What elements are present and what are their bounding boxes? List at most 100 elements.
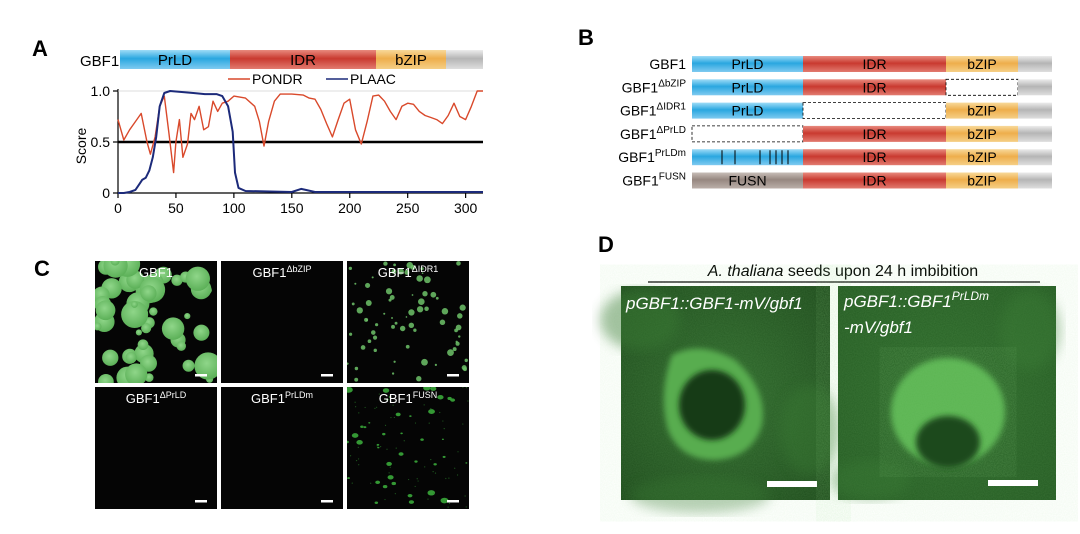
aggregate: [351, 482, 353, 484]
aggregate: [420, 438, 424, 441]
tile-label-name: GBF1: [251, 391, 285, 406]
aggregate: [462, 387, 464, 388]
droplet: [354, 282, 357, 285]
segment-label: PrLD: [732, 79, 764, 95]
segment-bzip: [946, 56, 1018, 72]
droplet: [408, 309, 415, 316]
aggregate: [398, 452, 404, 456]
segment-idr: [803, 56, 946, 72]
aggregate: [355, 459, 358, 462]
aggregate: [442, 420, 444, 422]
construct-name: GBF1: [620, 126, 657, 142]
aggregate: [448, 502, 451, 504]
aggregate: [351, 433, 359, 438]
construct-variant: PrLDm: [655, 148, 686, 159]
droplet: [455, 341, 460, 346]
segment-tail: [1018, 56, 1052, 72]
panel-d-header: A. thaliana seeds upon 24 h imbibition: [707, 263, 978, 280]
droplet: [95, 300, 116, 321]
aggregate: [354, 401, 356, 403]
aggregate: [432, 388, 434, 390]
aggregate: [355, 406, 357, 408]
droplet: [149, 307, 158, 316]
droplet: [95, 322, 102, 331]
x-tick-label: 50: [168, 200, 184, 216]
tile-label: GBF1ΔIDR1: [378, 264, 439, 280]
aggregate: [356, 440, 363, 445]
construct-name: GBF1: [622, 173, 659, 189]
aggregate: [382, 388, 390, 393]
aggregate: [400, 432, 403, 435]
droplet: [373, 348, 377, 353]
tile-label-variant: FUSN: [413, 390, 438, 400]
construct-label: GBF1FUSN: [622, 172, 686, 189]
droplet: [391, 269, 397, 275]
segment-prld: [692, 79, 803, 96]
domain-idr-label: IDR: [290, 52, 316, 69]
droplet: [98, 373, 114, 383]
chart-legend: PONDR PLAAC: [228, 71, 396, 87]
aggregate: [382, 432, 386, 436]
droplet: [393, 263, 396, 267]
droplet: [371, 276, 374, 279]
droplet: [356, 307, 363, 314]
scale-bar: [321, 500, 333, 503]
aggregate: [448, 477, 450, 479]
droplet: [416, 306, 424, 313]
aggregate: [378, 393, 380, 395]
aggregate: [358, 464, 360, 466]
aggregate: [385, 398, 389, 401]
droplet-image-tile: GBF1PrLDm: [221, 387, 343, 509]
panel-a-domain-bar: PrLD IDR bZIP: [120, 50, 483, 69]
aggregate: [395, 412, 401, 417]
tile-label-name: GBF1: [126, 391, 160, 406]
tile-background: [95, 387, 217, 509]
tile-label-name: GBF1: [253, 265, 287, 280]
construct-variant: ΔIDR1: [657, 102, 687, 113]
droplet: [416, 376, 422, 382]
aggregate: [464, 495, 466, 497]
tile-label-name: GBF1: [378, 265, 412, 280]
droplet: [176, 341, 186, 351]
construct-variant: FUSN: [659, 172, 686, 183]
construct-label: GBF1PrLDm: [618, 148, 686, 165]
tile-label-name: GBF1: [379, 391, 413, 406]
y-axis-label: Score: [73, 128, 89, 165]
aggregate: [414, 485, 416, 488]
droplet: [349, 332, 353, 336]
aggregate: [374, 407, 376, 409]
construct-name: GBF1: [618, 149, 655, 165]
segment-prld: [692, 102, 803, 119]
micrograph-wildtype: pGBF1::GBF1-mV/gbf1: [600, 286, 840, 513]
aggregate: [347, 440, 349, 444]
scale-bar: [321, 374, 333, 377]
droplet: [184, 312, 191, 320]
segment-label: bZIP: [967, 173, 997, 189]
segment-bzip: [946, 125, 1018, 142]
tile-background: [221, 387, 343, 509]
construct-variant: ΔPrLD: [657, 125, 686, 136]
droplet: [447, 349, 454, 357]
droplet: [408, 322, 415, 329]
aggregate: [424, 466, 426, 468]
x-tick-label: 300: [454, 200, 478, 216]
droplet: [410, 265, 416, 270]
segment-bzip: [946, 102, 1018, 119]
aggregate: [462, 423, 464, 425]
tile-label: GBF1: [139, 265, 173, 280]
aggregate: [362, 426, 364, 428]
panel-a-protein-label: GBF1: [80, 53, 119, 70]
pondr-line: [117, 90, 483, 174]
droplet: [365, 282, 371, 288]
scale-bar: [988, 480, 1038, 486]
droplet: [110, 261, 120, 266]
aggregate: [434, 472, 437, 474]
droplet: [454, 328, 458, 333]
droplet: [135, 329, 142, 336]
segment-label: IDR: [862, 149, 886, 165]
droplet: [421, 272, 424, 274]
droplet: [193, 324, 210, 341]
label-sup: PrLDm: [952, 289, 989, 303]
aggregate: [430, 458, 432, 461]
